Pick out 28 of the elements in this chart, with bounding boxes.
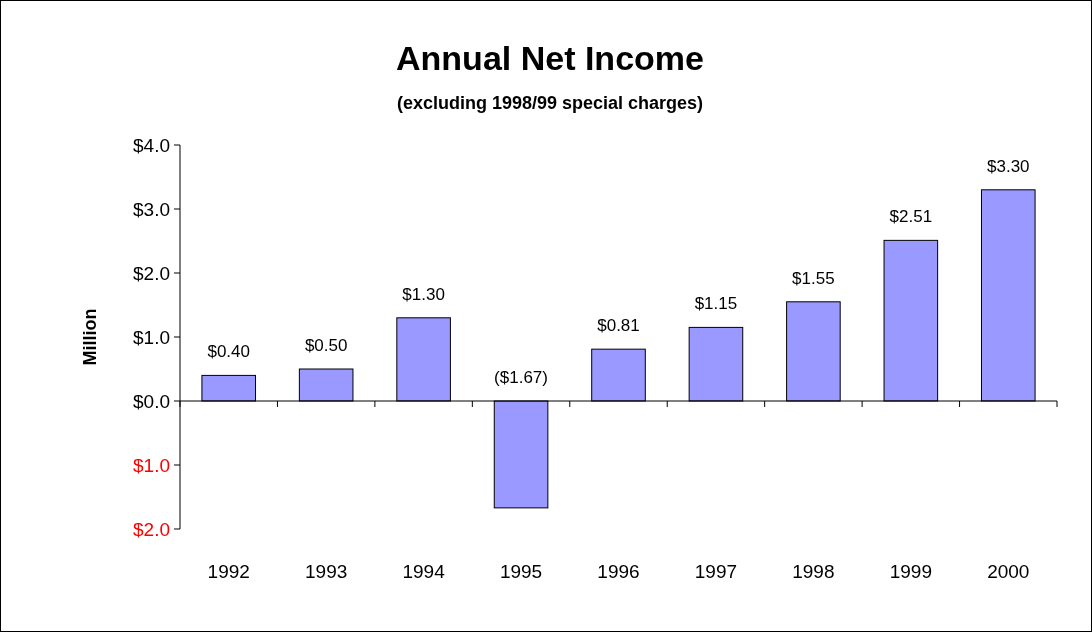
x-tick-label: 1998 bbox=[792, 561, 835, 582]
x-tick-label: 1995 bbox=[499, 561, 543, 582]
y-tick-label: $2.0 bbox=[133, 518, 170, 540]
x-tick-label: 1999 bbox=[889, 561, 932, 582]
data-label: $0.40 bbox=[207, 342, 250, 362]
x-tick-label: 1992 bbox=[207, 561, 250, 582]
data-label: $3.30 bbox=[987, 156, 1030, 176]
x-tick-label: 1994 bbox=[402, 561, 446, 582]
x-tick-label: 1997 bbox=[694, 561, 738, 582]
y-tick-label: $0.0 bbox=[133, 390, 170, 412]
data-label: $0.81 bbox=[597, 316, 640, 336]
chart-subtitle: (excluding 1998/99 special charges) bbox=[396, 93, 704, 113]
x-tick-label: 2000 bbox=[987, 561, 1030, 582]
data-label: $1.15 bbox=[694, 294, 738, 314]
x-tick-label: 1993 bbox=[305, 561, 348, 582]
chart-title: Annual Net Income bbox=[396, 39, 704, 77]
data-label: $1.55 bbox=[792, 268, 835, 288]
data-label: ($1.67) bbox=[494, 368, 548, 387]
data-label: $0.50 bbox=[304, 336, 348, 355]
data-label: $1.30 bbox=[402, 284, 445, 304]
y-tick-label: $3.0 bbox=[133, 198, 170, 220]
y-tick-label: $1.0 bbox=[133, 454, 170, 476]
data-label: $2.51 bbox=[889, 207, 933, 227]
y-tick-label: $2.0 bbox=[133, 262, 170, 284]
x-tick-label: 1996 bbox=[597, 561, 640, 582]
y-axis-title: Million bbox=[80, 308, 100, 366]
y-tick-label: $4.0 bbox=[133, 134, 170, 156]
y-tick-label: $1.0 bbox=[133, 326, 170, 348]
